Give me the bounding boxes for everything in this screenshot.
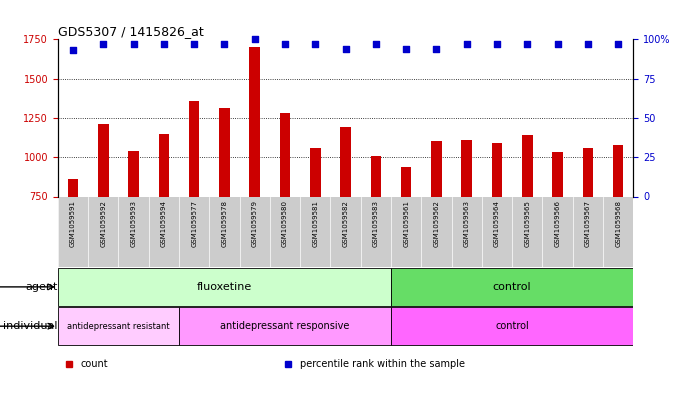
Point bbox=[67, 47, 78, 53]
Bar bbox=[98, 124, 108, 196]
Point bbox=[400, 46, 411, 52]
Point bbox=[340, 46, 351, 52]
Point bbox=[98, 41, 109, 47]
Bar bbox=[431, 141, 442, 196]
Text: percentile rank within the sample: percentile rank within the sample bbox=[300, 358, 464, 369]
Bar bbox=[310, 148, 321, 196]
Text: GSM1059567: GSM1059567 bbox=[585, 200, 591, 247]
Point bbox=[219, 41, 230, 47]
Bar bbox=[462, 140, 472, 196]
Text: GSM1059568: GSM1059568 bbox=[615, 200, 621, 247]
Text: GSM1059564: GSM1059564 bbox=[494, 200, 500, 247]
Bar bbox=[340, 127, 351, 196]
Text: antidepressant responsive: antidepressant responsive bbox=[221, 321, 350, 331]
Text: GSM1059593: GSM1059593 bbox=[131, 200, 137, 247]
Bar bbox=[58, 307, 179, 345]
Text: GSM1059583: GSM1059583 bbox=[373, 200, 379, 247]
Bar bbox=[401, 167, 411, 196]
Bar bbox=[391, 268, 633, 306]
Text: GSM1059579: GSM1059579 bbox=[252, 200, 257, 247]
Text: GSM1059594: GSM1059594 bbox=[161, 200, 167, 247]
Bar bbox=[492, 143, 503, 196]
Bar bbox=[391, 307, 633, 345]
Point bbox=[522, 41, 533, 47]
Text: GSM1059581: GSM1059581 bbox=[313, 200, 318, 247]
Text: agent: agent bbox=[25, 282, 58, 292]
Bar bbox=[189, 101, 200, 196]
Text: GSM1059562: GSM1059562 bbox=[434, 200, 439, 247]
Point bbox=[613, 41, 624, 47]
Point bbox=[280, 41, 291, 47]
Point bbox=[370, 41, 381, 47]
Bar bbox=[370, 156, 381, 196]
Point bbox=[431, 46, 442, 52]
Bar bbox=[219, 108, 229, 196]
Point bbox=[582, 41, 593, 47]
Point bbox=[310, 41, 321, 47]
Bar bbox=[552, 152, 563, 196]
Bar bbox=[522, 135, 533, 196]
Text: individual: individual bbox=[3, 321, 58, 331]
Bar bbox=[583, 148, 593, 196]
Text: GSM1059577: GSM1059577 bbox=[191, 200, 197, 247]
Text: GSM1059565: GSM1059565 bbox=[524, 200, 530, 247]
Text: GSM1059563: GSM1059563 bbox=[464, 200, 470, 247]
Text: fluoxetine: fluoxetine bbox=[197, 282, 252, 292]
Text: GSM1059578: GSM1059578 bbox=[221, 200, 227, 247]
Bar bbox=[613, 145, 624, 196]
Text: control: control bbox=[495, 321, 529, 331]
Point bbox=[159, 41, 170, 47]
Text: control: control bbox=[493, 282, 531, 292]
Text: GSM1059561: GSM1059561 bbox=[403, 200, 409, 247]
Point bbox=[461, 41, 472, 47]
Text: antidepressant resistant: antidepressant resistant bbox=[67, 322, 170, 331]
Bar bbox=[67, 179, 78, 196]
Point bbox=[128, 41, 139, 47]
Text: GSM1059582: GSM1059582 bbox=[343, 200, 349, 247]
Bar bbox=[179, 307, 391, 345]
Text: count: count bbox=[81, 358, 108, 369]
Text: GSM1059566: GSM1059566 bbox=[554, 200, 560, 247]
Bar bbox=[249, 47, 260, 196]
Bar bbox=[58, 268, 391, 306]
Point bbox=[189, 41, 200, 47]
Text: GDS5307 / 1415826_at: GDS5307 / 1415826_at bbox=[58, 25, 204, 38]
Point bbox=[492, 41, 503, 47]
Text: GSM1059591: GSM1059591 bbox=[70, 200, 76, 247]
Bar bbox=[280, 113, 290, 196]
Text: GSM1059592: GSM1059592 bbox=[100, 200, 106, 247]
Text: GSM1059580: GSM1059580 bbox=[282, 200, 288, 247]
Bar bbox=[128, 151, 139, 196]
Bar bbox=[159, 134, 169, 196]
Point bbox=[552, 41, 563, 47]
Point bbox=[249, 36, 260, 42]
